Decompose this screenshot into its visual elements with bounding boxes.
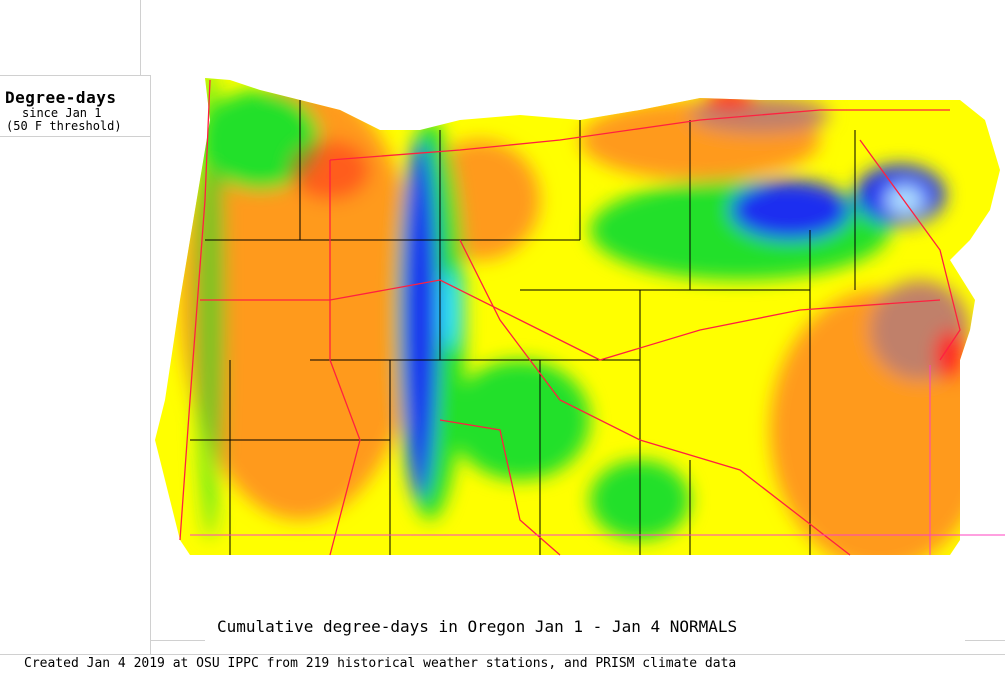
frame-line — [140, 0, 141, 75]
raster-layer — [155, 78, 1000, 555]
legend-box-bottom — [0, 136, 151, 137]
road-network — [179, 79, 961, 556]
frame-line — [0, 654, 1005, 655]
legend-box-top — [0, 75, 151, 76]
legend-threshold: (50 F threshold) — [6, 119, 122, 133]
frame-line — [965, 640, 1005, 641]
county-boundaries — [190, 100, 856, 555]
credit-line: Created Jan 4 2019 at OSU IPPC from 219 … — [24, 656, 737, 671]
frame-line — [150, 640, 205, 641]
legend-title: Degree-days — [5, 88, 117, 107]
frame-line — [150, 75, 151, 655]
map-title: Cumulative degree-days in Oregon Jan 1 -… — [217, 617, 738, 636]
legend-subtitle: since Jan 1 — [22, 106, 102, 120]
